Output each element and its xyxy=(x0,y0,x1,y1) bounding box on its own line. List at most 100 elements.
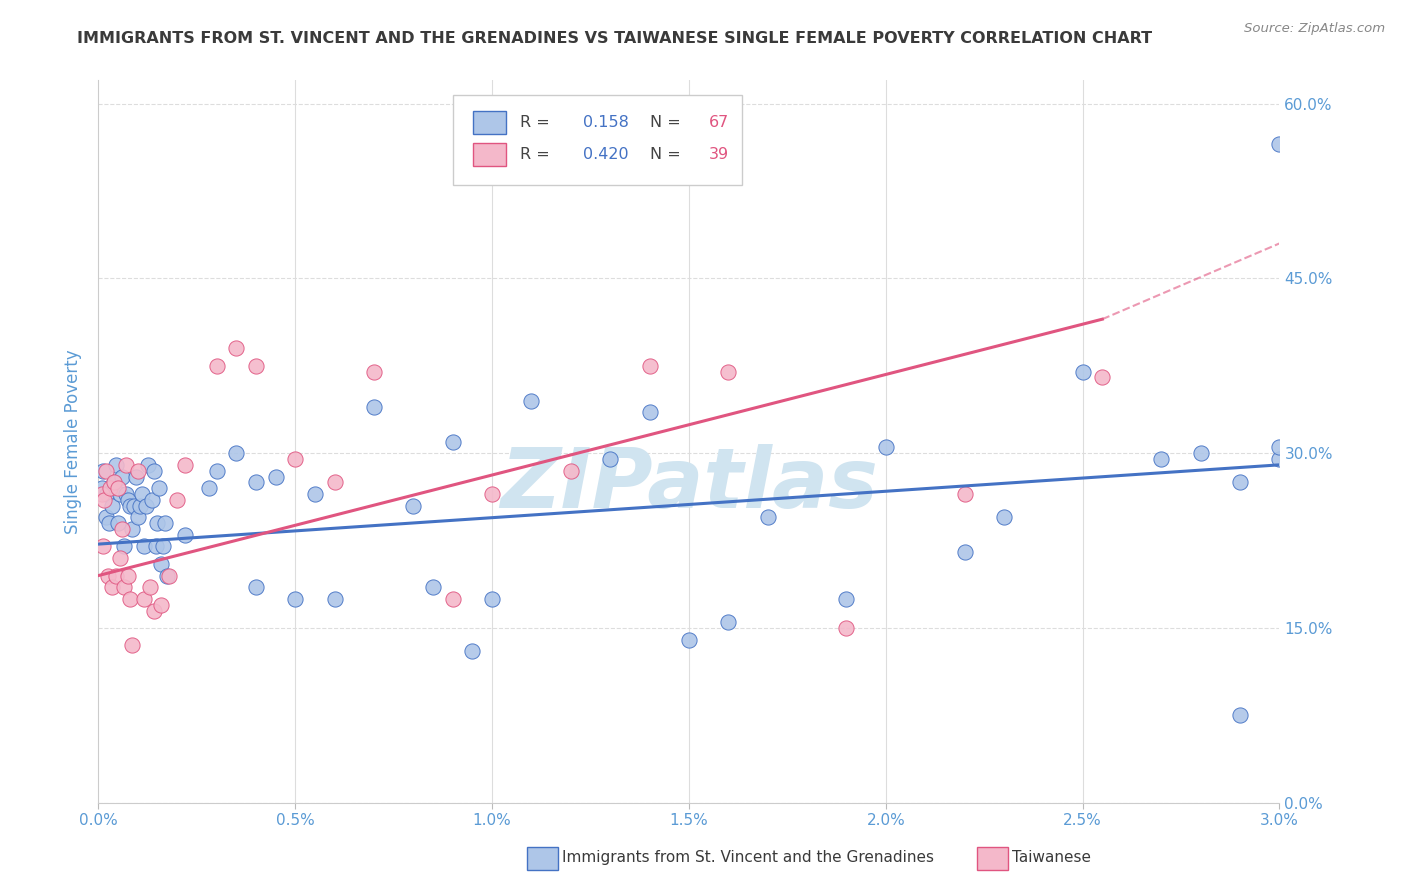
Point xyxy=(108,487,131,501)
Point xyxy=(136,458,159,472)
Point xyxy=(156,568,179,582)
Point xyxy=(107,516,129,530)
Text: R =: R = xyxy=(520,147,555,162)
Point xyxy=(284,452,307,467)
Point xyxy=(205,359,228,373)
Point xyxy=(117,492,139,507)
Bar xyxy=(472,111,506,134)
Point xyxy=(117,568,139,582)
Point xyxy=(264,469,287,483)
Text: N =: N = xyxy=(650,147,686,162)
Point xyxy=(245,359,267,373)
Text: Source: ZipAtlas.com: Source: ZipAtlas.com xyxy=(1244,22,1385,36)
Point xyxy=(94,510,117,524)
Point xyxy=(98,516,121,530)
Point xyxy=(363,365,385,379)
Point xyxy=(1071,365,1094,379)
Point xyxy=(284,591,307,606)
Point xyxy=(115,487,138,501)
Y-axis label: Single Female Poverty: Single Female Poverty xyxy=(65,350,83,533)
Point xyxy=(91,464,114,478)
Point xyxy=(1229,475,1251,490)
Point xyxy=(174,528,197,542)
Point xyxy=(1268,441,1291,455)
Point xyxy=(225,446,247,460)
Point xyxy=(93,492,115,507)
Point xyxy=(132,540,155,554)
Text: 0.158: 0.158 xyxy=(582,115,628,129)
Point xyxy=(127,464,149,478)
Point xyxy=(141,492,163,507)
Point xyxy=(1268,137,1291,152)
Point xyxy=(1091,370,1114,384)
Point xyxy=(103,475,125,490)
Bar xyxy=(472,143,506,166)
Text: 0.420: 0.420 xyxy=(582,147,628,162)
Point xyxy=(638,405,661,419)
Text: 39: 39 xyxy=(709,147,730,162)
Point xyxy=(1268,452,1291,467)
Point xyxy=(481,487,503,501)
Point xyxy=(1189,446,1212,460)
Point xyxy=(205,464,228,478)
Point xyxy=(150,557,173,571)
Point xyxy=(245,475,267,490)
Point xyxy=(90,481,112,495)
Point xyxy=(101,499,124,513)
Point xyxy=(756,510,779,524)
Point xyxy=(245,580,267,594)
Text: IMMIGRANTS FROM ST. VINCENT AND THE GRENADINES VS TAIWANESE SINGLE FEMALE POVERT: IMMIGRANTS FROM ST. VINCENT AND THE GREN… xyxy=(77,31,1153,46)
Point xyxy=(993,510,1015,524)
Point xyxy=(152,540,174,554)
Point xyxy=(145,540,167,554)
Point xyxy=(146,516,169,530)
Point xyxy=(441,434,464,449)
Point xyxy=(1150,452,1173,467)
Point xyxy=(157,568,180,582)
Point xyxy=(107,481,129,495)
Point xyxy=(90,487,112,501)
Point xyxy=(174,458,197,472)
Point xyxy=(835,591,858,606)
Point xyxy=(103,475,125,490)
Point xyxy=(481,591,503,606)
Point xyxy=(111,469,134,483)
Point xyxy=(953,545,976,559)
Point xyxy=(225,341,247,355)
Point xyxy=(402,499,425,513)
Point xyxy=(112,580,135,594)
Point xyxy=(422,580,444,594)
Point xyxy=(678,632,700,647)
Point xyxy=(461,644,484,658)
Point xyxy=(520,393,543,408)
Point xyxy=(111,522,134,536)
Point xyxy=(101,580,124,594)
Point xyxy=(127,510,149,524)
Point xyxy=(125,469,148,483)
Text: Taiwanese: Taiwanese xyxy=(1012,850,1091,864)
Point xyxy=(599,452,621,467)
Point xyxy=(717,365,740,379)
Point xyxy=(155,516,177,530)
Point xyxy=(112,540,135,554)
Point xyxy=(304,487,326,501)
Point xyxy=(96,464,118,478)
Text: R =: R = xyxy=(520,115,555,129)
Point xyxy=(323,475,346,490)
Point xyxy=(122,499,145,513)
Point xyxy=(118,499,141,513)
Point xyxy=(197,481,219,495)
Point xyxy=(97,568,120,582)
FancyBboxPatch shape xyxy=(453,95,742,185)
Point xyxy=(128,499,150,513)
Point xyxy=(150,598,173,612)
Point xyxy=(105,458,128,472)
Point xyxy=(363,400,385,414)
Point xyxy=(148,481,170,495)
Point xyxy=(875,441,897,455)
Point xyxy=(135,499,157,513)
Point xyxy=(138,580,160,594)
Point xyxy=(717,615,740,630)
Point xyxy=(560,464,582,478)
Point xyxy=(91,540,114,554)
